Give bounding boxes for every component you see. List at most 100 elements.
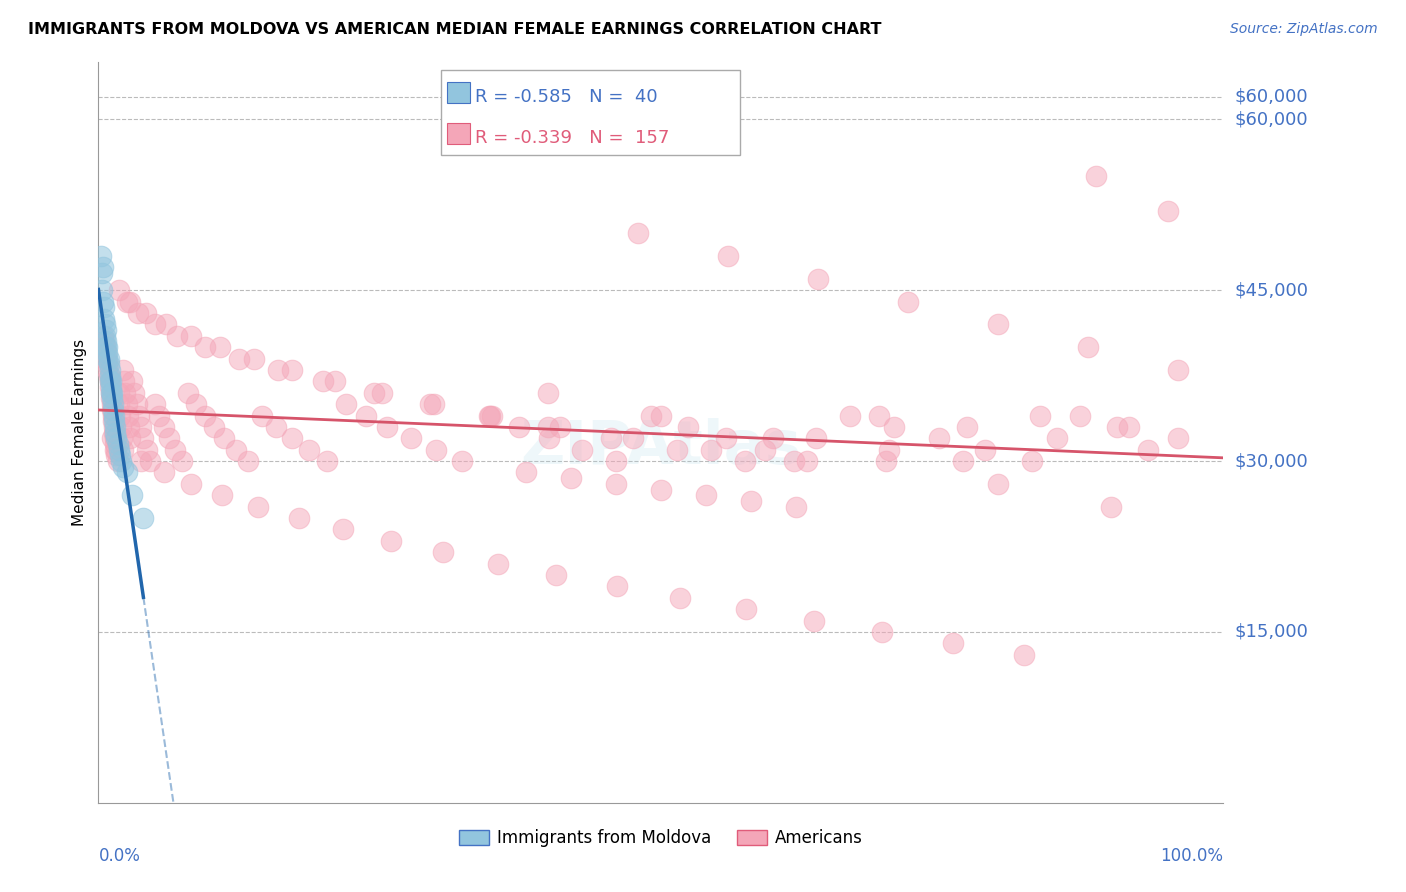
Point (987, 476, 1010, 491)
Point (508, 420, 530, 434)
Point (112, 459, 135, 474)
Point (875, 454, 897, 468)
Point (108, 409, 131, 423)
Point (700, 442, 723, 457)
Point (103, 409, 125, 423)
Point (1118, 420, 1140, 434)
Point (127, 306, 149, 320)
Point (96, 323, 118, 337)
Point (335, 397, 357, 411)
Point (101, 402, 124, 417)
Point (98, 375, 121, 389)
Point (377, 420, 399, 434)
Point (1167, 363, 1189, 377)
Text: 100.0%: 100.0% (1160, 847, 1223, 865)
Point (152, 420, 174, 434)
Point (650, 409, 672, 423)
Point (315, 454, 337, 468)
Point (194, 409, 217, 423)
Point (104, 437, 127, 451)
Point (96, 334, 118, 349)
Point (987, 318, 1010, 332)
Point (714, 431, 737, 445)
Point (883, 420, 905, 434)
Point (782, 454, 804, 468)
Point (98, 368, 121, 383)
Text: Source: ZipAtlas.com: Source: ZipAtlas.com (1230, 22, 1378, 37)
Point (478, 409, 501, 423)
Point (754, 442, 776, 457)
Point (132, 431, 155, 445)
Point (101, 385, 124, 400)
Point (650, 483, 672, 497)
Point (298, 442, 321, 457)
Text: IMMIGRANTS FROM MOLDOVA VS AMERICAN MEDIAN FEMALE EARNINGS CORRELATION CHART: IMMIGRANTS FROM MOLDOVA VS AMERICAN MEDI… (28, 22, 882, 37)
Point (105, 431, 128, 445)
Point (180, 328, 202, 343)
Legend: Immigrants from Moldova, Americans: Immigrants from Moldova, Americans (453, 822, 869, 854)
Point (163, 442, 186, 457)
Point (98, 363, 121, 377)
Point (537, 385, 560, 400)
Point (94, 328, 117, 343)
Point (121, 375, 143, 389)
Point (942, 636, 965, 650)
Point (669, 591, 692, 605)
Point (1069, 409, 1091, 423)
Point (132, 511, 155, 525)
Point (838, 409, 860, 423)
Point (560, 471, 582, 485)
Point (1167, 431, 1189, 445)
Point (103, 414, 125, 428)
Point (100, 375, 122, 389)
Point (180, 476, 202, 491)
Point (104, 431, 127, 445)
Point (1046, 431, 1069, 445)
Point (94, 318, 117, 332)
Point (96, 357, 118, 371)
Point (486, 557, 509, 571)
Point (380, 533, 402, 548)
Point (115, 294, 138, 309)
Point (546, 568, 568, 582)
Point (104, 442, 127, 457)
Point (877, 442, 900, 457)
Point (155, 318, 177, 332)
Point (807, 272, 830, 286)
Point (228, 351, 250, 366)
Point (107, 385, 129, 400)
Point (1077, 340, 1099, 354)
Point (170, 454, 193, 468)
Point (399, 431, 422, 445)
Point (214, 431, 236, 445)
Point (785, 500, 807, 514)
Text: $60,000: $60,000 (1234, 87, 1308, 105)
Point (267, 363, 290, 377)
Point (548, 420, 571, 434)
Point (101, 409, 124, 423)
Point (1157, 203, 1180, 218)
Text: ZIPAtlas: ZIPAtlas (520, 418, 801, 477)
Point (115, 466, 138, 480)
Point (143, 318, 166, 332)
Point (605, 476, 627, 491)
Point (734, 454, 756, 468)
Point (872, 624, 894, 639)
Point (107, 442, 129, 457)
Point (135, 306, 157, 320)
Point (100, 385, 122, 400)
Point (107, 437, 129, 451)
Point (640, 409, 662, 423)
Point (695, 488, 717, 502)
Point (1107, 420, 1129, 434)
Point (186, 397, 208, 411)
Point (105, 449, 128, 463)
Point (101, 431, 124, 445)
Point (363, 385, 385, 400)
Point (100, 380, 122, 394)
Point (98, 375, 121, 389)
Point (112, 363, 135, 377)
Point (148, 409, 170, 423)
Text: 0.0%: 0.0% (98, 847, 141, 865)
Point (118, 431, 141, 445)
